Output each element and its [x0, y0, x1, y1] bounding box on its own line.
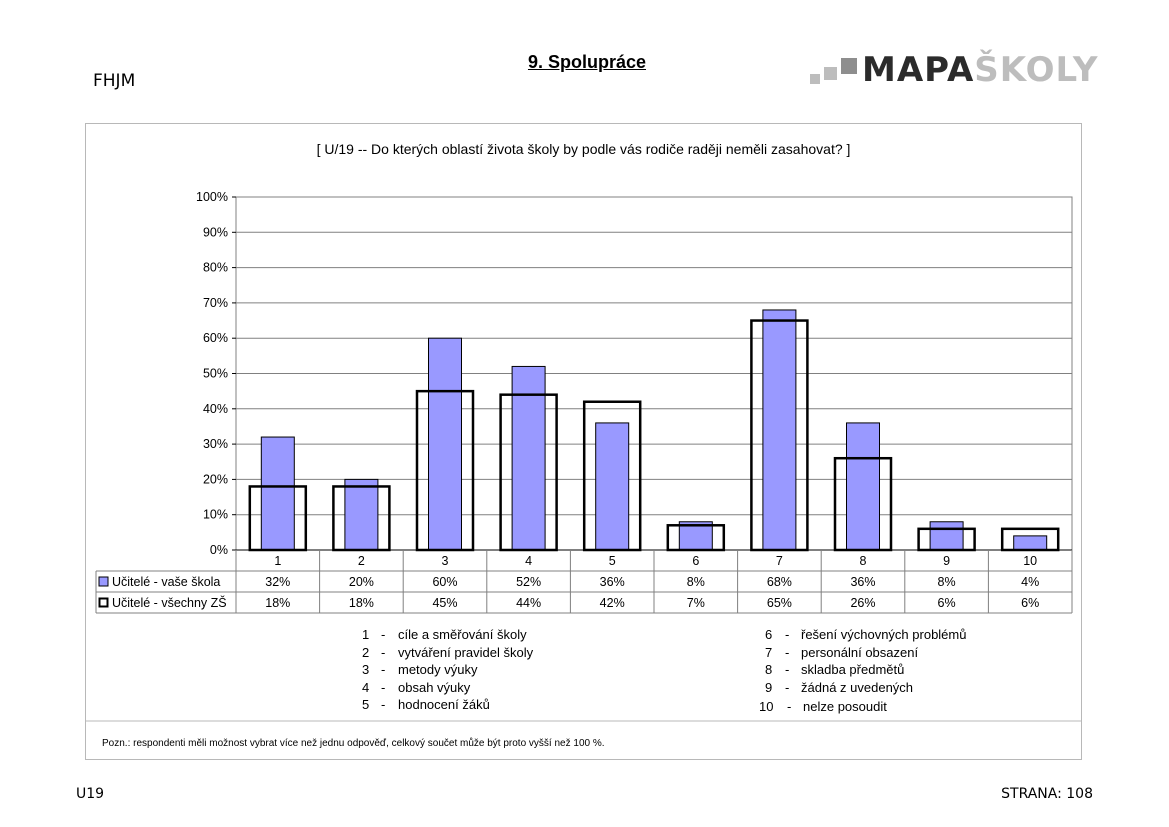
key-item-text: obsah výuky: [398, 679, 471, 695]
x-tick-label: 10: [1023, 554, 1037, 568]
key-item-dash: -: [785, 644, 790, 660]
key-item-dash: -: [381, 627, 386, 642]
key-item-num: 9: [765, 679, 773, 695]
data-label: 44%: [516, 596, 541, 610]
data-label: 6%: [1021, 596, 1039, 610]
bar-school: [846, 422, 880, 551]
key-item-num: 8: [765, 662, 773, 677]
logo-square-small: [810, 74, 820, 84]
key-item-num: 10: [759, 699, 774, 714]
data-label: 4%: [1021, 575, 1039, 589]
data-label: 8%: [938, 575, 956, 589]
x-tick-label: 1: [274, 554, 281, 568]
bar-school: [762, 309, 797, 551]
key-item-dash: -: [381, 679, 386, 695]
logo-square-large: [841, 58, 857, 74]
key-item-num: 3: [362, 662, 370, 677]
y-tick-label: 60%: [203, 331, 228, 345]
data-label: 68%: [767, 575, 792, 589]
chart-frame: [85, 123, 1082, 760]
data-label: 18%: [265, 596, 290, 610]
logo-wordmark: MAPAŠKOLY: [862, 50, 1099, 90]
key-item-dash: -: [785, 627, 790, 642]
bar-school: [344, 478, 379, 551]
key-item-text: cíle a směřování školy: [398, 627, 527, 642]
key-item-num: 4: [362, 679, 370, 695]
data-label: 52%: [516, 575, 541, 589]
key-item-dash: -: [785, 679, 790, 695]
key-item-text: žádná z uvedených: [801, 679, 914, 695]
data-label: 20%: [349, 575, 374, 589]
data-label: 65%: [767, 596, 792, 610]
x-tick-label: 3: [442, 554, 449, 568]
bar-school: [1013, 535, 1048, 551]
legend-series-name: Učitelé - všechny ZŠ: [112, 595, 227, 610]
y-tick-label: 50%: [203, 367, 228, 381]
data-label: 32%: [265, 575, 290, 589]
footer-page-number: STRANA: 108: [1001, 786, 1093, 802]
y-tick-label: 80%: [203, 261, 228, 275]
x-tick-label: 5: [609, 554, 616, 568]
legend-swatch-all-schools: [98, 597, 109, 608]
key-item-text: metody výuky: [398, 662, 478, 677]
footer-question-code: U19: [76, 786, 105, 802]
key-item-dash: -: [787, 699, 792, 714]
data-label: 42%: [600, 596, 625, 610]
y-tick-label: 100%: [196, 190, 228, 204]
data-label: 18%: [349, 596, 374, 610]
data-label: 7%: [687, 596, 705, 610]
page-title: 9. Spolupráce: [527, 52, 647, 72]
school-code: FHJM: [93, 71, 136, 91]
key-item-dash: -: [785, 662, 790, 677]
footnote: Pozn.: respondenti měli možnost vybrat v…: [102, 738, 605, 749]
key-item-text: personální obsazení: [801, 644, 919, 660]
key-item-num: 1: [362, 627, 370, 642]
key-item-text: řešení výchovných problémů: [801, 627, 967, 642]
data-label: 8%: [687, 575, 705, 589]
y-tick-label: 10%: [203, 508, 228, 522]
key-item-dash: -: [381, 644, 386, 660]
legend-swatch-school: [98, 576, 109, 587]
bar-school: [929, 521, 964, 551]
bar-school: [260, 436, 295, 551]
x-tick-label: 6: [692, 554, 699, 568]
data-label: 36%: [600, 575, 625, 589]
key-item-num: 6: [765, 627, 773, 642]
chart-title: [ U/19 -- Do kterých oblastí života škol…: [316, 141, 851, 157]
y-tick-label: 20%: [203, 472, 228, 486]
key-item-num: 7: [765, 644, 773, 660]
data-label: 60%: [432, 575, 457, 589]
data-label: 26%: [850, 596, 875, 610]
key-item-num: 2: [362, 644, 370, 660]
y-tick-label: 40%: [203, 402, 228, 416]
x-tick-label: 2: [358, 554, 365, 568]
x-tick-label: 7: [776, 554, 783, 568]
bar-school: [428, 337, 462, 551]
x-tick-label: 8: [860, 554, 867, 568]
y-tick-label: 30%: [203, 437, 228, 451]
bar-school: [595, 422, 630, 551]
data-label: 36%: [850, 575, 875, 589]
key-item-text: skladba předmětů: [801, 662, 905, 677]
legend-series-name: Učitelé - vaše škola: [112, 575, 220, 589]
bar-school: [511, 365, 546, 551]
y-tick-label: 70%: [203, 296, 228, 310]
key-item-num: 5: [362, 697, 370, 712]
key-item-dash: -: [381, 697, 386, 712]
key-item-text: vytváření pravidel školy: [398, 644, 534, 660]
y-tick-label: 90%: [203, 225, 228, 239]
x-tick-label: 9: [943, 554, 950, 568]
logo-square-medium: [824, 67, 837, 80]
key-item-text: nelze posoudit: [803, 699, 887, 714]
x-tick-label: 4: [525, 554, 532, 568]
key-item-text: hodnocení žáků: [398, 697, 490, 712]
key-item-dash: -: [381, 662, 386, 677]
data-label: 6%: [938, 596, 956, 610]
y-tick-label: 0%: [210, 543, 228, 557]
data-label: 45%: [432, 596, 457, 610]
